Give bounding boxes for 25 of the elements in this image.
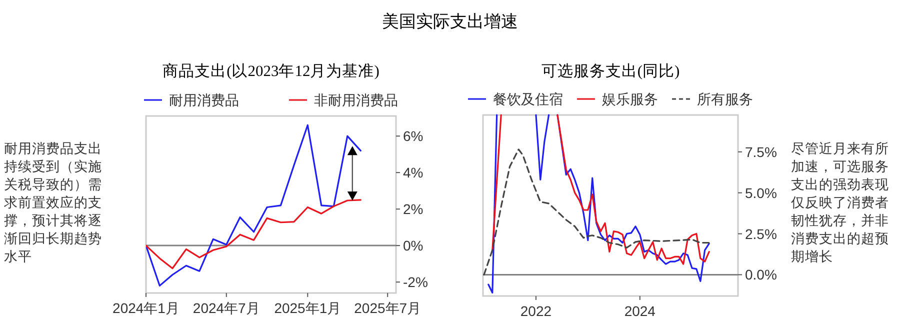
y-tick-label: 2.5% bbox=[745, 226, 777, 242]
chart-subtitle: 商品支出(以2023年12月为基准) bbox=[162, 62, 380, 80]
y-tick-label: 2% bbox=[403, 201, 424, 218]
legend-label: 所有服务 bbox=[697, 92, 753, 108]
y-tick-label: 4% bbox=[403, 164, 424, 181]
x-tick-label: 2024 bbox=[624, 303, 656, 319]
x-tick-label: 2024年1月 bbox=[112, 300, 180, 316]
legend-label: 耐用消费品 bbox=[169, 93, 239, 109]
text: 耐用消费品支出持续受到（实施关税导致的）需求前置效应的支撑，预计其将逐渐回归长期趋势水平 bbox=[4, 140, 103, 266]
x-tick-label: 2025年7月 bbox=[354, 300, 422, 316]
y-tick-label: 5.0% bbox=[745, 184, 777, 201]
text: 美国实际支出增速 bbox=[382, 12, 518, 31]
x-tick-label: 2025年1月 bbox=[274, 300, 342, 316]
y-tick-label: 7.5% bbox=[745, 144, 777, 160]
legend-label: 非耐用消费品 bbox=[314, 93, 398, 109]
legend-label: 娱乐服务 bbox=[602, 92, 658, 108]
x-tick-label: 2022 bbox=[520, 303, 552, 319]
y-tick-label: 0% bbox=[403, 238, 424, 254]
y-tick-label: 0.0% bbox=[745, 266, 777, 283]
y-tick-label: 6% bbox=[403, 128, 424, 144]
chart-subtitle: 可选服务支出(同比) bbox=[541, 62, 680, 80]
text: 尽管近月来有所加速，可选服务支出的强劲表现仅反映了消费者韧性犹存，并非消费支出的超预期增长 bbox=[791, 140, 890, 266]
x-tick-label: 2024年7月 bbox=[192, 300, 260, 316]
legend-label: 餐饮及住宿 bbox=[493, 92, 563, 108]
y-tick-label: -2% bbox=[403, 274, 428, 290]
